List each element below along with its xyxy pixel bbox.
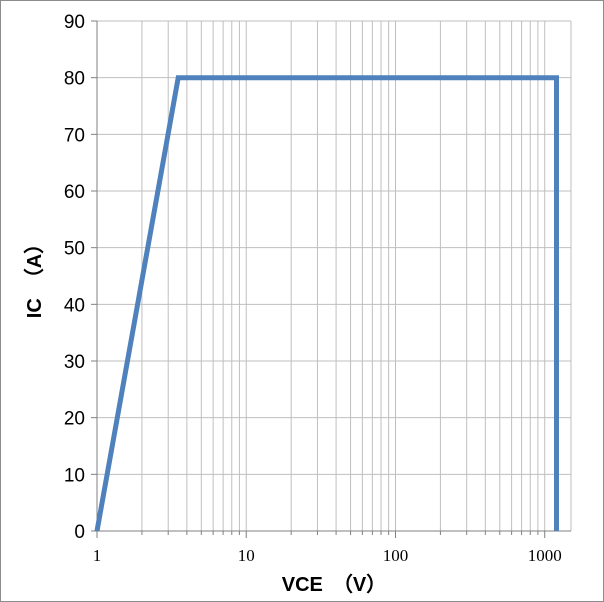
y-tick-label: 0 [74, 522, 85, 543]
x-tick-labels: 1 10 100 1000 [93, 546, 562, 565]
x-tick-label: 10 [238, 546, 255, 565]
y-tick-label: 50 [64, 239, 85, 260]
y-tick-label: 90 [64, 12, 85, 33]
y-tick-labels: 0 10 20 30 40 50 60 70 80 90 [64, 12, 85, 543]
axes [91, 20, 571, 538]
x-tick-label: 1 [93, 546, 102, 565]
vertical-gridlines [141, 21, 546, 531]
series-group [94, 75, 559, 532]
y-tick-label: 30 [64, 352, 85, 373]
y-tick-label: 40 [64, 295, 85, 316]
series-line [94, 75, 559, 532]
x-tick-label: 1000 [528, 546, 562, 565]
y-axis-title: IC （A） [23, 234, 46, 318]
y-tick-label: 70 [64, 125, 85, 146]
y-tick-label: 10 [64, 465, 85, 486]
x-axis-title: VCE （V） [282, 573, 386, 596]
x-tick-label: 100 [383, 546, 409, 565]
y-tick-label: 20 [64, 409, 85, 430]
y-tick-label: 80 [64, 69, 85, 90]
y-tick-label: 60 [64, 182, 85, 203]
